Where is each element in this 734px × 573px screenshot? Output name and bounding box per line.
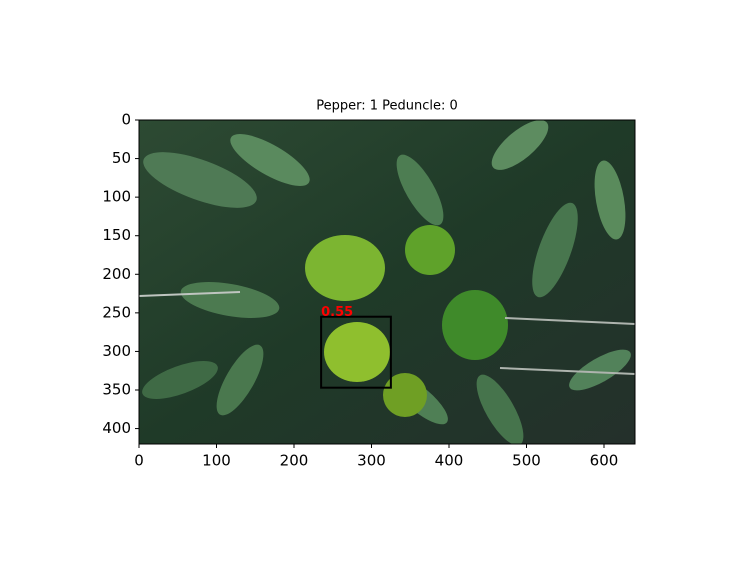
y-tick-label: 300 xyxy=(102,342,131,360)
y-tick-label: 150 xyxy=(102,226,131,244)
axes-frame xyxy=(138,119,636,445)
photo xyxy=(139,120,635,444)
chart-title: Pepper: 1 Peduncle: 0 xyxy=(316,99,458,114)
y-tick-label: 400 xyxy=(102,419,131,437)
y-tick-label: 50 xyxy=(112,149,131,167)
x-tick-label: 300 xyxy=(357,452,386,470)
x-tick-label: 600 xyxy=(590,452,619,470)
x-tick-label: 400 xyxy=(435,452,464,470)
x-tick-label: 500 xyxy=(512,452,541,470)
x-tick-label: 100 xyxy=(202,452,231,470)
detection-box xyxy=(320,315,392,389)
y-tick-label: 100 xyxy=(102,188,131,206)
x-tick-label: 0 xyxy=(134,452,144,470)
x-tick-label: 200 xyxy=(280,452,309,470)
y-tick-label: 350 xyxy=(102,381,131,399)
detection-score: 0.55 xyxy=(321,305,353,320)
y-tick-label: 200 xyxy=(102,265,131,283)
y-tick-label: 250 xyxy=(102,303,131,321)
y-tick-label: 0 xyxy=(121,111,131,129)
